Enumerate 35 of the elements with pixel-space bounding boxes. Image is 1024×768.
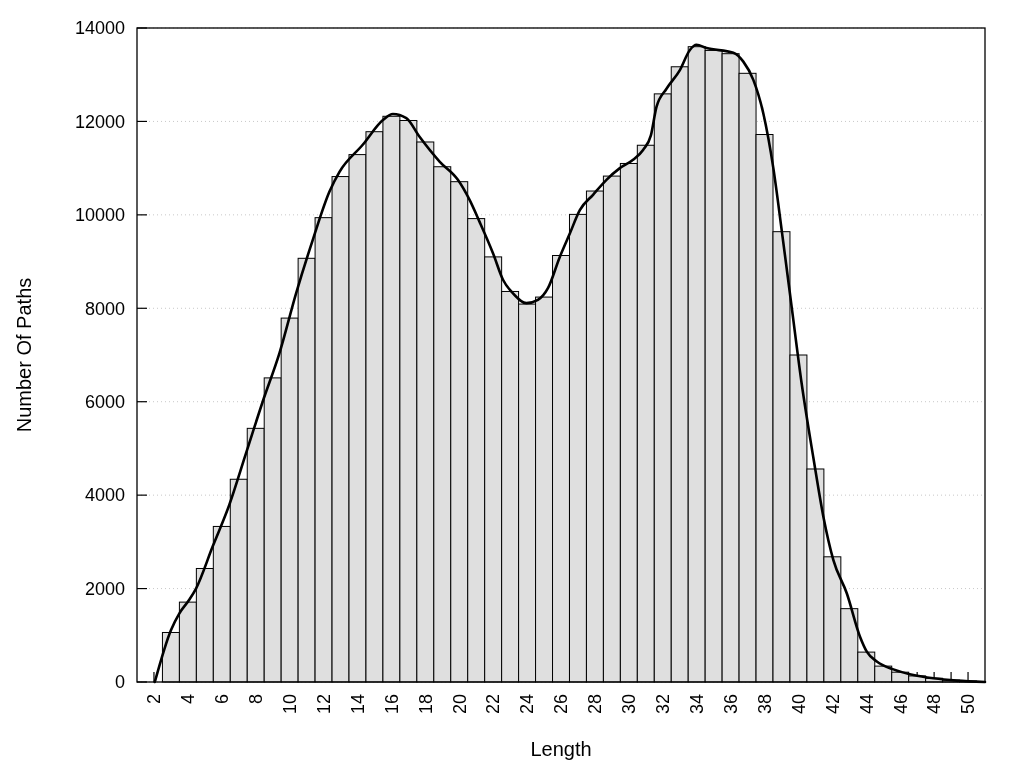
x-tick-label: 16 xyxy=(381,694,402,715)
x-tick-label: 50 xyxy=(958,694,979,715)
x-tick-label: 28 xyxy=(585,694,606,715)
x-tick-label: 10 xyxy=(279,694,300,715)
x-tick-label: 36 xyxy=(720,694,741,715)
x-tick-label: 18 xyxy=(415,694,436,715)
x-tick-label: 42 xyxy=(822,694,843,715)
x-tick-label: 26 xyxy=(551,694,572,715)
x-tick-label: 14 xyxy=(347,694,368,715)
x-tick-label: 12 xyxy=(313,694,334,715)
x-tick-label: 32 xyxy=(653,694,674,715)
y-tick-label: 10000 xyxy=(74,205,125,226)
x-tick-label: 44 xyxy=(856,694,877,715)
x-tick-label: 24 xyxy=(517,694,538,715)
x-tick-label: 8 xyxy=(246,694,267,705)
x-tick-label: 6 xyxy=(212,694,233,705)
y-tick-label: 6000 xyxy=(84,392,125,413)
y-tick-label: 0 xyxy=(114,672,125,693)
x-tick-label: 20 xyxy=(449,694,470,715)
x-tick-label: 22 xyxy=(483,694,504,715)
x-tick-label: 48 xyxy=(924,694,945,715)
y-tick-label: 2000 xyxy=(84,578,125,599)
y-tick-label: 4000 xyxy=(84,485,125,506)
x-tick-label: 34 xyxy=(686,694,707,715)
x-tick-label: 40 xyxy=(788,694,809,715)
x-tick-label: 46 xyxy=(890,694,911,715)
x-tick-label: 30 xyxy=(619,694,640,715)
y-tick-label: 12000 xyxy=(74,111,125,132)
y-axis-title: Number Of Paths xyxy=(13,277,35,433)
x-axis-title: Length xyxy=(530,738,592,760)
x-tick-label: 4 xyxy=(178,694,199,705)
y-tick-label: 8000 xyxy=(84,298,125,319)
x-tick-label: 38 xyxy=(754,694,775,715)
x-tick-label: 2 xyxy=(144,694,165,705)
y-tick-label: 14000 xyxy=(74,18,125,39)
